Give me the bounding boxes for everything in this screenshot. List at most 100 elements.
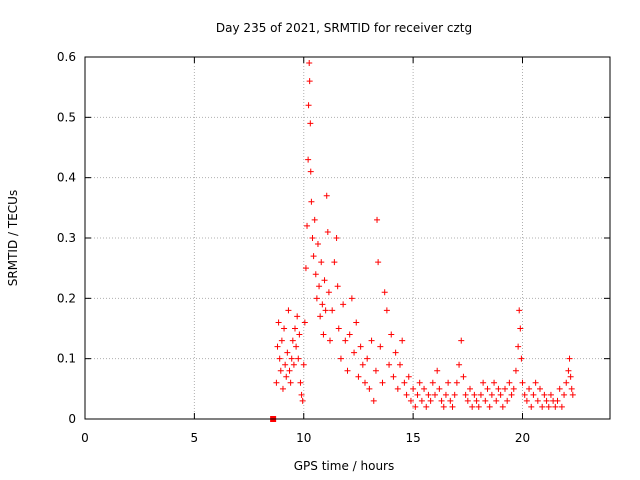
data-point xyxy=(333,235,340,241)
y-axis-label: SRMTID / TECUs xyxy=(6,190,20,286)
data-point xyxy=(423,403,430,410)
data-point xyxy=(288,355,295,362)
data-point xyxy=(313,295,320,302)
data-point xyxy=(364,355,371,362)
data-point xyxy=(351,349,358,356)
data-point xyxy=(456,361,463,368)
data-point xyxy=(460,373,467,380)
data-point xyxy=(488,391,495,398)
data-point xyxy=(401,379,408,386)
data-point xyxy=(312,271,319,278)
data-point xyxy=(405,373,412,380)
y-tick-label: 0.3 xyxy=(57,231,76,245)
data-points xyxy=(270,60,576,422)
data-point xyxy=(432,391,438,398)
data-point xyxy=(545,403,552,410)
data-point xyxy=(541,391,548,398)
data-point xyxy=(359,361,366,368)
x-tick-label: 10 xyxy=(296,431,311,445)
data-point xyxy=(283,373,290,380)
data-point xyxy=(506,379,513,386)
data-point xyxy=(467,385,473,392)
data-point xyxy=(425,391,432,398)
data-point xyxy=(516,307,523,314)
data-point xyxy=(374,216,381,223)
data-point xyxy=(308,198,315,205)
data-point xyxy=(568,385,575,392)
data-point xyxy=(327,337,333,344)
data-point xyxy=(445,379,452,386)
data-point xyxy=(510,385,517,392)
data-point xyxy=(298,391,305,398)
data-point xyxy=(464,397,471,404)
y-tick-label: 0.4 xyxy=(57,171,76,185)
data-point xyxy=(320,331,327,338)
data-point xyxy=(436,385,443,392)
data-point xyxy=(289,337,296,344)
data-point xyxy=(348,295,355,302)
data-point xyxy=(286,367,293,374)
data-point xyxy=(440,403,447,410)
data-point xyxy=(300,361,307,368)
data-point xyxy=(319,301,326,308)
data-point xyxy=(421,385,428,392)
data-point xyxy=(342,337,349,344)
data-point xyxy=(427,397,434,404)
data-point xyxy=(331,259,338,266)
data-point xyxy=(458,337,465,344)
data-point xyxy=(518,355,525,362)
data-point xyxy=(412,403,419,410)
data-point xyxy=(414,391,421,398)
data-point xyxy=(515,343,522,350)
data-point xyxy=(469,403,476,410)
data-point xyxy=(297,379,304,386)
y-tick-label: 0.5 xyxy=(57,110,76,124)
data-point xyxy=(526,385,533,392)
data-point xyxy=(566,355,573,362)
data-point xyxy=(534,397,541,404)
data-point xyxy=(565,367,572,374)
data-point xyxy=(307,120,314,127)
data-point xyxy=(284,349,291,356)
data-point xyxy=(377,343,384,350)
data-point xyxy=(530,391,537,398)
data-point xyxy=(399,337,406,344)
data-point xyxy=(276,355,283,362)
data-point xyxy=(357,343,364,350)
data-point xyxy=(368,337,375,344)
data-point xyxy=(362,379,368,386)
data-point xyxy=(355,373,362,380)
data-point xyxy=(504,397,511,404)
data-point xyxy=(314,241,321,248)
data-point xyxy=(394,385,401,392)
data-point xyxy=(451,391,458,398)
data-point xyxy=(299,397,306,404)
data-point xyxy=(305,156,312,163)
data-point xyxy=(282,361,289,368)
data-point xyxy=(294,313,301,320)
data-point xyxy=(462,391,469,398)
data-point xyxy=(499,403,506,410)
data-point xyxy=(429,379,436,386)
data-point xyxy=(375,259,382,266)
data-point xyxy=(323,192,330,199)
data-point xyxy=(569,391,576,398)
data-point xyxy=(372,367,379,374)
data-point xyxy=(346,331,353,338)
data-point xyxy=(290,361,297,368)
data-point xyxy=(517,325,524,332)
data-point xyxy=(392,349,399,356)
data-point xyxy=(311,216,318,223)
data-point xyxy=(519,379,526,386)
data-point xyxy=(322,307,329,314)
data-point xyxy=(306,78,313,85)
data-point xyxy=(324,228,331,235)
data-point xyxy=(449,403,456,410)
data-point xyxy=(442,391,449,398)
data-point xyxy=(307,168,314,175)
data-point xyxy=(390,373,397,380)
data-point xyxy=(556,385,563,392)
x-tick-label: 0 xyxy=(81,431,89,445)
data-point xyxy=(334,283,341,290)
